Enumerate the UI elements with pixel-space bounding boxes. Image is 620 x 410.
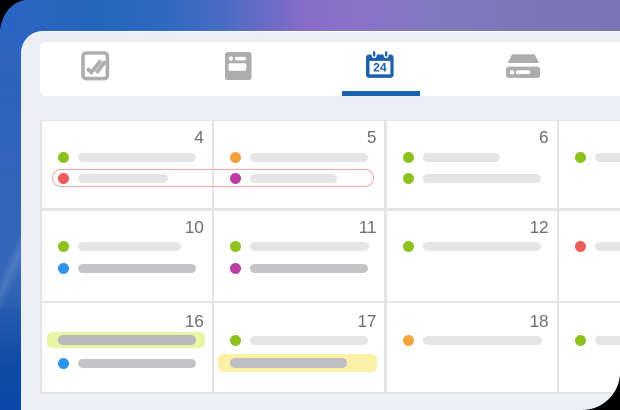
svg-text:24: 24	[373, 60, 387, 74]
